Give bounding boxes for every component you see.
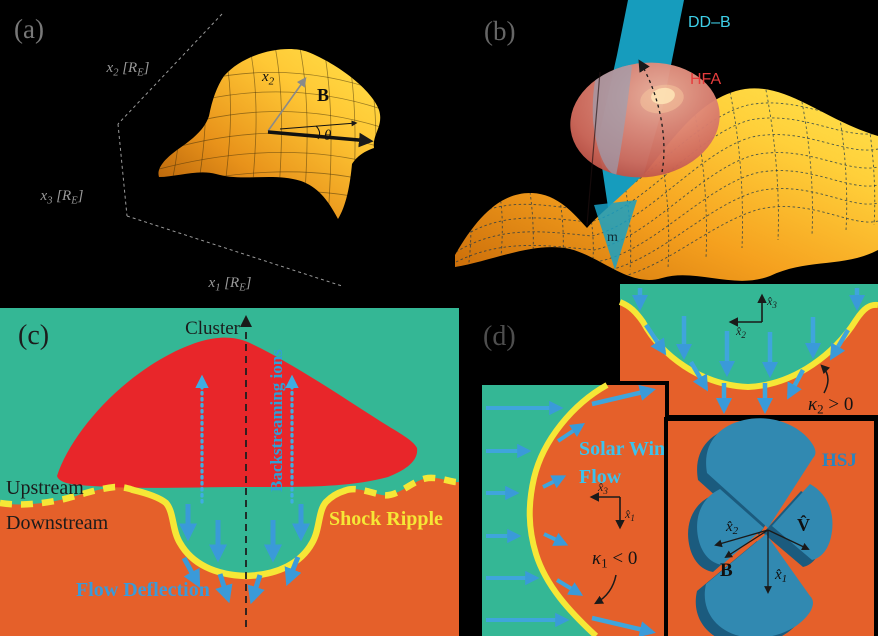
plane-partial-text: m xyxy=(607,230,618,245)
kappa2-label: κ2 > 0 xyxy=(808,394,853,417)
flow-deflection-arrows xyxy=(179,504,310,605)
x2-direction-arrow xyxy=(267,77,307,132)
kappa1-pointer-arrow xyxy=(594,574,617,605)
hsj-fan-faces xyxy=(697,418,833,636)
kappa2-x3-axis-label: x̂3 xyxy=(766,294,777,310)
kappa2-x2-axis-label: x̂2 xyxy=(735,324,746,340)
hsj-b-vector-label: B xyxy=(720,560,733,581)
axis-label-x2: x2 [RE] xyxy=(106,60,150,79)
subpanel-hsj: x̂2 B V̂ x̂1 HSJ xyxy=(664,417,878,636)
backstreaming-ion-cloud xyxy=(57,337,418,488)
kappa2-pointer-arrow xyxy=(820,364,830,394)
backstreaming-ions-label: Backstreaming ions xyxy=(267,349,286,492)
shock-ripple-label: Shock Ripple xyxy=(329,508,443,530)
hsj-label: HSJ xyxy=(822,450,857,471)
kappa2-flow-arrows xyxy=(631,288,866,415)
kappa1-label: κ1 < 0 xyxy=(592,548,637,571)
panel-b-hfa-on-shock: (b) xyxy=(455,0,878,281)
hfa-ellipsoid-plane-band xyxy=(592,63,632,177)
hfa-label: HFA xyxy=(690,71,721,88)
dd-plane-front-triangle xyxy=(594,200,637,270)
kappa2-downstream-region xyxy=(620,302,878,415)
kappa2-axes xyxy=(728,293,767,327)
x1-projection-arrow xyxy=(279,120,358,130)
kappa1-x3-axis-label: x̂3 xyxy=(597,480,608,496)
hsj-x2-label: x̂2 xyxy=(725,519,739,537)
downstream-region xyxy=(0,477,459,636)
surface-x2-label: x2 xyxy=(261,69,275,88)
subpanel-kappa2: x̂3 x̂2 κ2 > 0 xyxy=(618,284,878,417)
flow-deflection-label: Flow Deflection xyxy=(76,579,210,601)
axis-label-x1: x1 [RE] xyxy=(208,275,252,294)
kappa1-shock-curve xyxy=(526,382,609,636)
panel-d-curvature-schematics: (d) x̂3 xyxy=(478,284,878,636)
hsj-vectors xyxy=(714,529,810,594)
panel-c-label: (c) xyxy=(18,320,49,351)
subpanel-kappa1: Solar Wind Flow x̂3 x̂1 κ1 < 0 xyxy=(478,381,676,636)
cluster-label: Cluster xyxy=(185,318,241,339)
kappa2-shock-curve xyxy=(618,299,878,391)
kappa1-downstream-region xyxy=(529,385,665,636)
kappa1-flow-arrows xyxy=(486,384,656,636)
panel-a-axes xyxy=(117,13,343,287)
hsj-v-vector-label: V̂ xyxy=(797,515,810,535)
backstreaming-ion-arrows xyxy=(195,374,299,504)
solar-wind-flow-label-line2: Flow xyxy=(579,466,622,488)
theta-label: θ xyxy=(324,128,332,144)
dd-b-label: DD–B xyxy=(688,14,731,31)
hsj-jet-fan-shapes xyxy=(688,418,833,636)
solar-wind-flow-label-line1: Solar Wind xyxy=(579,438,676,460)
b-vector-label: B xyxy=(317,85,329,105)
axis-line-x3 xyxy=(117,123,128,217)
shock-curve-dashed-left xyxy=(0,483,135,508)
normal-dashed-arrow xyxy=(638,59,665,173)
panel-a-label: (a) xyxy=(14,14,44,44)
axis-line-x2 xyxy=(117,13,223,125)
panel-a-rippled-shock-surface: (a) x2 B θ xyxy=(14,13,381,294)
axis-line-x1 xyxy=(126,215,343,287)
panel-b-label: (b) xyxy=(484,16,515,46)
axis-label-x3: x3 [RE] xyxy=(40,188,84,207)
panel-a-surface xyxy=(158,49,381,219)
panel-d-label: (d) xyxy=(483,321,516,352)
plane-axis-line xyxy=(586,71,601,226)
kappa1-axes xyxy=(589,492,625,530)
shock-curve-dashed-right xyxy=(342,474,460,499)
theta-angle-arc xyxy=(315,125,321,140)
panel-c-ripple-schematic: (c) Cluster Backstreaming ions Upstream … xyxy=(0,308,460,636)
panel-b-surface xyxy=(455,88,878,281)
hsj-x1-label: x̂1 xyxy=(774,567,787,585)
downstream-label: Downstream xyxy=(6,512,109,534)
kappa1-x1-axis-label: x̂1 xyxy=(624,507,635,523)
upstream-label: Upstream xyxy=(6,477,84,499)
